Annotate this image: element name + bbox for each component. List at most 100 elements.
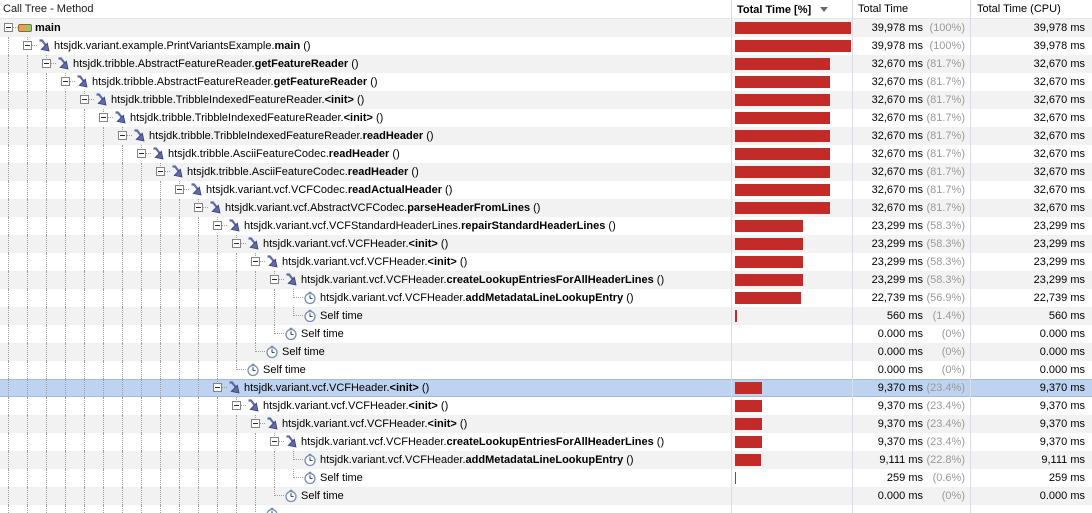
tree-row[interactable]: Self time 0.000 ms (0%) 0.000 ms (0, 325, 1092, 343)
method-label: htsjdk.variant.vcf.VCFHeader.<init> () (263, 235, 448, 253)
collapse-toggle-icon[interactable] (4, 23, 13, 32)
tree-indent-guide (46, 217, 47, 235)
total-time-cpu-cell: 0.000 ms (1039, 490, 1085, 502)
tree-indent-guide (65, 91, 66, 109)
tree-row-partial[interactable] (0, 505, 1092, 513)
total-time-cpu-cell: 9,370 ms (1039, 382, 1085, 394)
collapse-toggle-icon[interactable] (213, 221, 222, 230)
tree-row[interactable]: Self time 0.000 ms (0%) 0.000 ms (0, 361, 1092, 379)
tree-row[interactable]: Self time 0.000 ms (0%) 0.000 ms (0, 343, 1092, 361)
tree-indent-guide (198, 271, 199, 289)
collapse-toggle-icon[interactable] (156, 167, 165, 176)
clock-icon (284, 327, 298, 341)
tree-row[interactable]: htsjdk.variant.vcf.VCFStandardHeaderLine… (0, 217, 1092, 235)
total-time-value: 0.000 ms (877, 364, 923, 376)
tree-row[interactable]: htsjdk.tribble.AsciiFeatureCodec.readHea… (0, 145, 1092, 163)
method-name: <init> (408, 400, 438, 412)
method-args-suffix: () (418, 382, 430, 394)
tree-row[interactable]: htsjdk.variant.vcf.VCFHeader.<init> () 23… (0, 253, 1092, 271)
collapse-toggle-icon[interactable] (99, 113, 108, 122)
total-time-pct-cell (732, 505, 853, 513)
collapse-toggle-icon[interactable] (270, 437, 279, 446)
method-args-suffix: () (456, 256, 468, 268)
tree-row[interactable]: htsjdk.variant.vcf.VCFHeader.addMetadata… (0, 451, 1092, 469)
tree-row[interactable]: htsjdk.variant.vcf.VCFHeader.createLooku… (0, 271, 1092, 289)
tree-row[interactable]: htsjdk.variant.vcf.VCFHeader.createLooku… (0, 433, 1092, 451)
collapse-toggle-icon[interactable] (270, 275, 279, 284)
tree-indent-guide (160, 289, 161, 307)
total-time-percent: (23.4%) (926, 418, 965, 430)
method-args-suffix: () (442, 184, 453, 196)
tree-indent-guide (160, 415, 161, 433)
method-name: readHeader (347, 166, 409, 178)
tree-indent-guide (198, 397, 199, 415)
tree-row[interactable]: htsjdk.tribble.AsciiFeatureCodec.readHea… (0, 163, 1092, 181)
tree-cell: Self time (0, 343, 732, 361)
sort-descending-icon (820, 7, 829, 12)
column-header-total-time-cpu[interactable]: Total Time (CPU) (977, 3, 1061, 15)
total-time-cpu-cell: 0.000 ms (1039, 364, 1085, 376)
tree-indent-guide (217, 235, 218, 253)
tree-row[interactable]: htsjdk.variant.example.PrintVariantsExam… (0, 37, 1092, 55)
tree-row[interactable]: htsjdk.variant.vcf.VCFCodec.readActualHe… (0, 181, 1092, 199)
tree-row[interactable]: htsjdk.tribble.TribbleIndexedFeatureRead… (0, 127, 1092, 145)
collapse-toggle-icon[interactable] (23, 41, 32, 50)
tree-connector-horizontal (27, 45, 37, 46)
tree-indent-guide (122, 163, 123, 181)
tree-indent-guide (141, 217, 142, 235)
tree-indent-guide (8, 361, 9, 379)
collapse-toggle-icon[interactable] (251, 419, 260, 428)
tree-connector-vertical (293, 307, 294, 316)
tree-cell: htsjdk.variant.vcf.VCFHeader.<init> () (0, 235, 732, 253)
tree-indent-guide (198, 325, 199, 343)
tree-row[interactable]: main 39,978 ms (100%) 39,978 ms (0, 19, 1092, 37)
tree-indent-guide (141, 235, 142, 253)
tree-indent-guide (8, 343, 9, 361)
total-time-cell (853, 505, 971, 513)
tree-connector-horizontal (179, 189, 189, 190)
column-header-call-tree[interactable]: Call Tree - Method (0, 0, 732, 19)
collapse-toggle-icon[interactable] (175, 185, 184, 194)
tree-row[interactable]: Self time 560 ms (1.4%) 560 ms (0, 307, 1092, 325)
tree-row[interactable]: htsjdk.variant.vcf.VCFHeader.addMetadata… (0, 289, 1092, 307)
method-args-suffix: () (623, 292, 634, 304)
tree-row[interactable]: htsjdk.variant.vcf.VCFHeader.<init> () 9,… (0, 397, 1092, 415)
collapse-toggle-icon[interactable] (61, 77, 70, 86)
tree-row[interactable]: htsjdk.tribble.TribbleIndexedFeatureRead… (0, 109, 1092, 127)
collapse-toggle-icon[interactable] (118, 131, 127, 140)
total-time-percent: (0%) (941, 364, 965, 376)
collapse-toggle-icon[interactable] (80, 95, 89, 104)
column-header-total-time[interactable]: Total Time (853, 0, 971, 19)
tree-connector-vertical (255, 505, 256, 513)
tree-row[interactable]: htsjdk.variant.vcf.VCFHeader.<init> () 9,… (0, 415, 1092, 433)
tree-indent-guide (46, 397, 47, 415)
tree-row[interactable]: htsjdk.variant.vcf.AbstractVCFCodec.pars… (0, 199, 1092, 217)
collapse-toggle-icon[interactable] (42, 59, 51, 68)
method-args-suffix: () (348, 58, 359, 70)
column-header-total-time-pct[interactable]: Total Time [%] (732, 0, 853, 19)
collapse-toggle-icon[interactable] (194, 203, 203, 212)
tree-row[interactable]: htsjdk.tribble.AbstractFeatureReader.get… (0, 73, 1092, 91)
tree-row[interactable]: htsjdk.variant.vcf.VCFHeader.<init> () 23… (0, 235, 1092, 253)
method-package-prefix: htsjdk.tribble.TribbleIndexedFeatureRead… (149, 130, 363, 142)
tree-row[interactable]: htsjdk.tribble.TribbleIndexedFeatureRead… (0, 91, 1092, 109)
collapse-toggle-icon[interactable] (251, 257, 260, 266)
tree-row[interactable]: htsjdk.variant.vcf.VCFHeader.<init> () 9,… (0, 379, 1092, 397)
collapse-toggle-icon[interactable] (213, 383, 222, 392)
total-time-cell: 9,370 ms (23.4%) (853, 415, 971, 433)
collapse-toggle-icon[interactable] (232, 401, 241, 410)
clock-icon (246, 363, 260, 377)
tree-indent-guide (27, 109, 28, 127)
tree-row[interactable]: Self time 259 ms (0.6%) 259 ms (0, 469, 1092, 487)
tree-indent-guide (179, 199, 180, 217)
collapse-toggle-icon[interactable] (232, 239, 241, 248)
method-label: htsjdk.variant.vcf.VCFStandardHeaderLine… (244, 217, 616, 235)
tree-row[interactable]: Self time 0.000 ms (0%) 0.000 ms (0, 487, 1092, 505)
tree-indent-guide (46, 487, 47, 505)
collapse-toggle-icon[interactable] (137, 149, 146, 158)
total-time-cpu-cell: 9,370 ms (1039, 436, 1085, 448)
method-package-prefix: htsjdk.tribble.TribbleIndexedFeatureRead… (130, 112, 344, 124)
tree-indent-guide (27, 397, 28, 415)
tree-row[interactable]: htsjdk.tribble.AbstractFeatureReader.get… (0, 55, 1092, 73)
total-time-cell: 0.000 ms (0%) (853, 325, 971, 343)
